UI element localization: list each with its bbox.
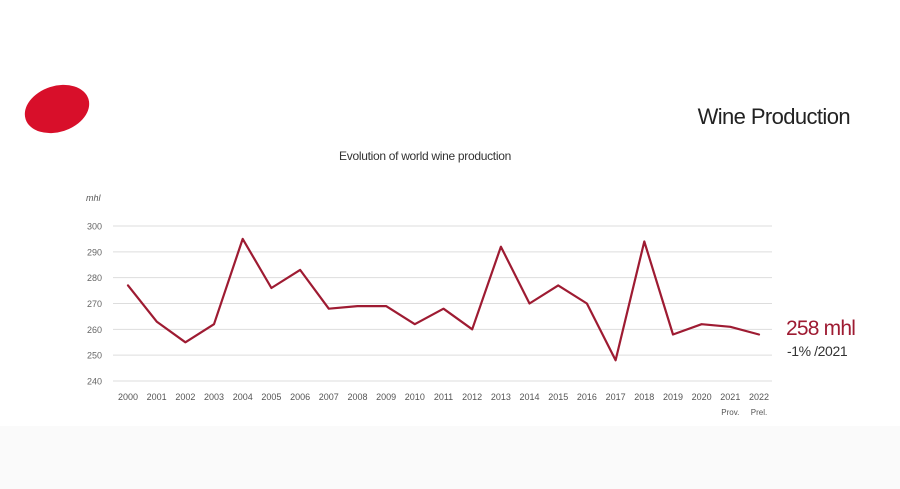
slide: Wine Production Evolution of world wine … [18,76,856,417]
x-tick-label: 2006 [290,392,310,402]
x-tick-note: Prov. [721,408,739,417]
x-tick-label: 2003 [204,392,224,402]
x-tick-label: 2001 [147,392,167,402]
x-tick-label: 2008 [347,392,367,402]
grid-lines [113,225,772,382]
x-tick-label: 2021 [720,392,740,402]
y-tick-label: 270 [87,299,102,309]
x-tick-label: 2010 [405,392,425,402]
change-annotation: -1% /2021 [787,343,848,359]
x-tick-label: 2013 [491,392,511,402]
x-tick-label: 2012 [462,392,482,402]
y-axis-unit-label: mhl [86,193,101,203]
y-tick-label: 240 [87,377,102,387]
x-tick-label: 2000 [118,392,138,402]
x-tick-label: 2011 [434,392,453,402]
y-tick-label: 250 [87,351,102,361]
x-tick-note: Prel. [751,408,767,417]
x-tick-label: 2015 [548,392,568,402]
x-tick-label: 2020 [692,392,712,402]
y-tick-label: 260 [87,325,102,335]
x-tick-label: 2017 [606,392,626,402]
y-tick-label: 280 [87,273,102,283]
y-tick-labels: 240 250 260 270 280 290 300 [87,222,102,387]
series-line [126,237,761,362]
x-tick-label: 2018 [634,392,654,402]
page-title: Wine Production [697,104,851,129]
x-tick-labels: 2000 2001 2002 2003 2004 2005 2006 2007 2008 2009… [118,392,769,417]
latest-value-annotation: 258 mhl [786,317,856,340]
x-tick-label: 2002 [175,392,195,402]
y-tick-label: 290 [87,247,102,257]
x-tick-label: 2016 [577,392,597,402]
x-tick-label: 2005 [261,392,281,402]
x-tick-label: 2014 [520,392,540,402]
x-tick-label: 2007 [319,392,339,402]
x-tick-label: 2009 [376,392,396,402]
series-lines [126,237,761,362]
x-tick-label: 2022 [749,392,769,402]
chart-title: Evolution of world wine production [339,149,511,163]
bottom-band [0,426,900,489]
x-tick-label: 2004 [233,392,253,402]
x-tick-label: 2019 [663,392,683,402]
y-tick-label: 300 [87,222,102,232]
